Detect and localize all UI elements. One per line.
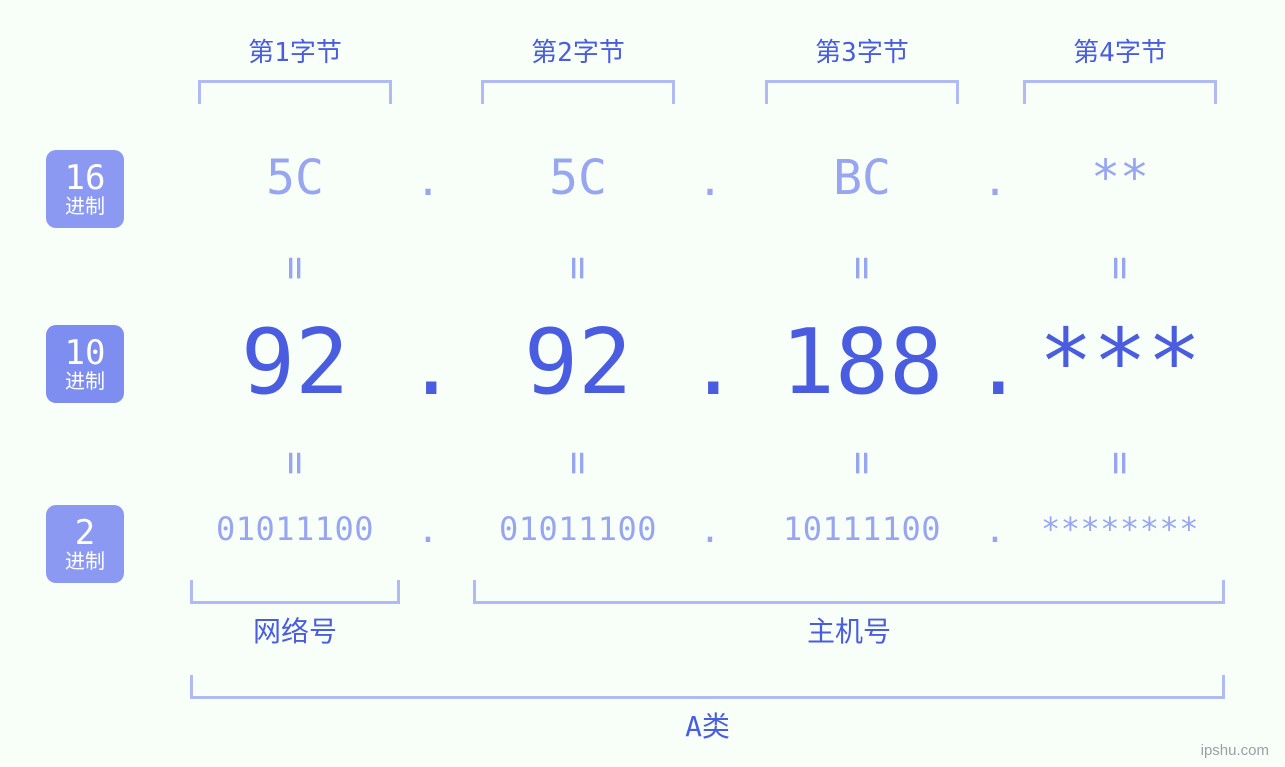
bin-dot-2: . — [698, 510, 722, 551]
bin-value-4: ******** — [990, 510, 1250, 548]
base-badge-sub: 进制 — [65, 370, 105, 392]
hex-dot-2: . — [695, 156, 725, 205]
top-bracket-2 — [481, 80, 675, 104]
equals-top-4: = — [1097, 248, 1143, 288]
hex-value-4: ** — [1005, 150, 1235, 206]
equals-bot-3: = — [839, 443, 885, 483]
dec-dot-2: . — [688, 316, 732, 414]
net-bracket — [190, 580, 400, 604]
host-label: 主机号 — [473, 610, 1225, 650]
dec-dot-1: . — [406, 316, 450, 414]
dec-dot-3: . — [973, 316, 1017, 414]
base-badge-2: 2进制 — [46, 505, 124, 583]
bin-dot-1: . — [416, 510, 440, 551]
equals-bot-4: = — [1097, 443, 1143, 483]
byte-label-3: 第3字节 — [747, 32, 977, 69]
equals-top-3: = — [839, 248, 885, 288]
byte-label-1: 第1字节 — [180, 32, 410, 69]
class-bracket — [190, 675, 1225, 699]
watermark: ipshu.com — [1201, 742, 1269, 759]
top-bracket-3 — [765, 80, 959, 104]
base-badge-num: 10 — [65, 336, 106, 370]
base-badge-sub: 进制 — [65, 550, 105, 572]
hex-value-3: BC — [747, 150, 977, 206]
top-bracket-1 — [198, 80, 392, 104]
host-bracket — [473, 580, 1225, 604]
base-badge-num: 16 — [65, 161, 106, 195]
dec-value-2: 92 — [433, 310, 723, 415]
hex-value-1: 5C — [180, 150, 410, 206]
equals-top-2: = — [555, 248, 601, 288]
base-badge-10: 10进制 — [46, 325, 124, 403]
bin-value-1: 01011100 — [165, 510, 425, 548]
dec-value-3: 188 — [717, 310, 1007, 415]
hex-dot-3: . — [980, 156, 1010, 205]
hex-value-2: 5C — [463, 150, 693, 206]
bin-value-3: 10111100 — [732, 510, 992, 548]
bin-dot-3: . — [983, 510, 1007, 551]
equals-bot-1: = — [272, 443, 318, 483]
byte-label-4: 第4字节 — [1005, 32, 1235, 69]
base-badge-sub: 进制 — [65, 195, 105, 217]
class-label: A类 — [190, 705, 1225, 745]
base-badge-num: 2 — [75, 516, 95, 550]
dec-value-1: 92 — [150, 310, 440, 415]
equals-top-1: = — [272, 248, 318, 288]
top-bracket-4 — [1023, 80, 1217, 104]
hex-dot-1: . — [413, 156, 443, 205]
net-label: 网络号 — [190, 610, 400, 650]
byte-label-2: 第2字节 — [463, 32, 693, 69]
bin-value-2: 01011100 — [448, 510, 708, 548]
equals-bot-2: = — [555, 443, 601, 483]
base-badge-16: 16进制 — [46, 150, 124, 228]
